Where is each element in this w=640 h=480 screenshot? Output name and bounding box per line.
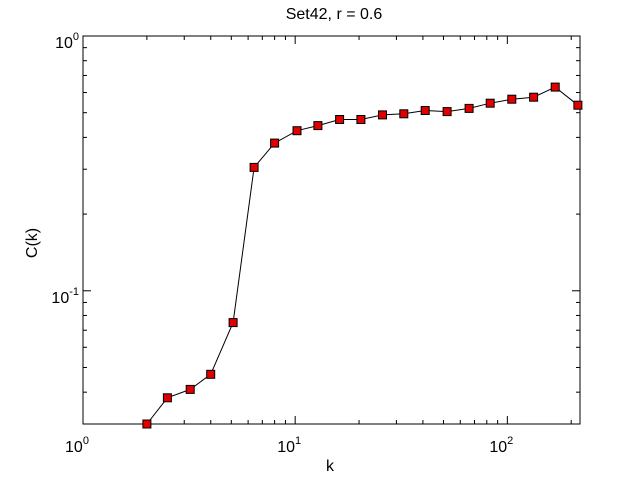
data-series — [142, 82, 583, 429]
y-tick-label: 100 — [55, 31, 79, 52]
data-point — [292, 126, 302, 136]
data-point — [442, 107, 452, 117]
data-point — [420, 106, 430, 115]
data-point — [313, 121, 323, 131]
data-point — [573, 100, 583, 110]
tick-labels: 100 101 102 10-1 100 — [51, 31, 513, 456]
data-point — [485, 98, 495, 108]
plot-area — [82, 35, 581, 425]
data-point — [162, 393, 172, 403]
x-tick-label: 102 — [489, 435, 513, 456]
x-tick-label: 101 — [277, 435, 301, 456]
data-point — [378, 110, 387, 120]
x-axis-label: k — [326, 458, 335, 475]
data-point — [507, 94, 517, 104]
data-point — [529, 92, 539, 102]
axis-ticks — [82, 35, 580, 425]
data-point — [550, 82, 560, 92]
data-point — [185, 384, 195, 394]
chart-title: Set42, r = 0.6 — [286, 6, 383, 23]
data-point — [399, 109, 409, 119]
data-point — [356, 115, 366, 124]
data-point — [249, 162, 259, 172]
data-point — [142, 419, 152, 429]
data-point — [270, 138, 280, 148]
y-tick-label: 10-1 — [51, 286, 79, 307]
data-point — [335, 115, 345, 124]
data-point — [228, 318, 238, 328]
data-point — [206, 369, 216, 379]
x-tick-label: 100 — [65, 435, 89, 456]
y-axis-label: C(k) — [24, 228, 41, 258]
data-point — [464, 103, 474, 113]
